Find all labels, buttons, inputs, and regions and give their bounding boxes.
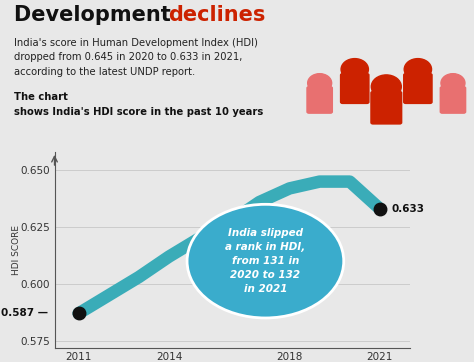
- Y-axis label: HDI SCORE: HDI SCORE: [12, 225, 21, 275]
- Circle shape: [371, 75, 401, 98]
- Text: declines: declines: [168, 5, 265, 25]
- FancyBboxPatch shape: [439, 86, 466, 114]
- FancyBboxPatch shape: [403, 73, 433, 104]
- Text: India slipped
a rank in HDI,
from 131 in
2020 to 132
in 2021: India slipped a rank in HDI, from 131 in…: [225, 228, 306, 294]
- Circle shape: [441, 74, 465, 93]
- Text: The chart
shows India's HDI score in the past 10 years: The chart shows India's HDI score in the…: [14, 92, 264, 117]
- FancyBboxPatch shape: [340, 73, 370, 104]
- FancyBboxPatch shape: [370, 91, 402, 125]
- Circle shape: [404, 59, 431, 80]
- Text: 0.633: 0.633: [392, 204, 425, 214]
- Text: 0.587 —: 0.587 —: [1, 308, 48, 319]
- Text: India's score in Human Development Index (HDI)
dropped from 0.645 in 2020 to 0.6: India's score in Human Development Index…: [14, 38, 258, 77]
- Circle shape: [308, 74, 332, 93]
- FancyBboxPatch shape: [306, 86, 333, 114]
- Circle shape: [341, 59, 368, 80]
- Text: Development: Development: [14, 5, 178, 25]
- Ellipse shape: [187, 204, 344, 318]
